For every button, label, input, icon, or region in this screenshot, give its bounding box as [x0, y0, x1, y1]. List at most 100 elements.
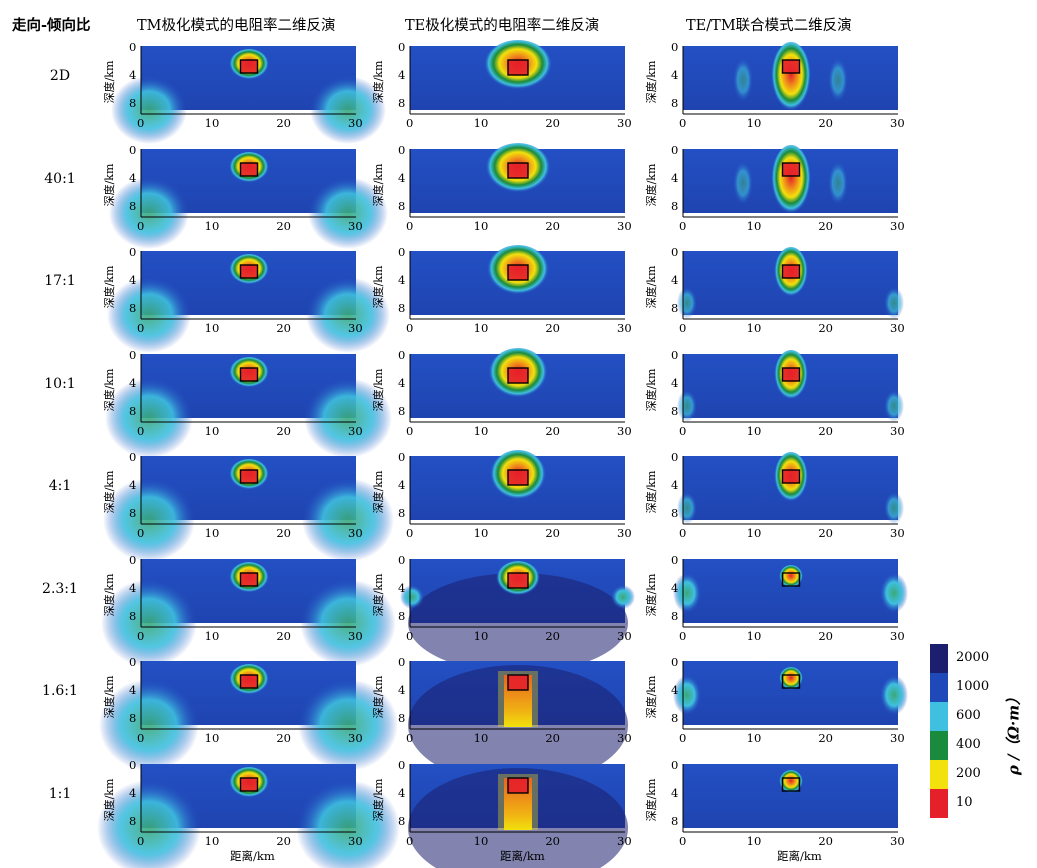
x-tick-label: 30: [617, 731, 632, 745]
x-tick-label: 0: [679, 628, 687, 643]
panel-tetm-row-4: 0 4 8 0 10 20 30 深度/km: [643, 450, 918, 548]
colorbar-swatch: [930, 644, 948, 673]
colorbar-title: ρ /（Ω·m）: [1004, 689, 1023, 776]
y-tick-label: 0: [671, 552, 679, 567]
x-tick-label: 10: [746, 321, 762, 335]
y-tick-label: 8: [129, 608, 137, 623]
x-tick-label: 0: [679, 321, 687, 335]
y-tick-label: 8: [129, 403, 137, 418]
column-title-tetm: TE/TM联合模式二维反演: [686, 18, 852, 34]
x-tick-label: 20: [545, 731, 560, 745]
y-tick-label: 8: [671, 96, 679, 110]
row-label: 1.6:1: [42, 683, 78, 699]
y-tick-label: 0: [398, 347, 406, 362]
y-axis-label: 深度/km: [103, 163, 116, 206]
y-tick-label: 4: [129, 683, 137, 697]
panel-tm-row-0: 0 4 8 0 10 20 30 深度/km: [101, 40, 386, 144]
y-tick-label: 0: [398, 757, 406, 772]
x-tick-label: 30: [348, 218, 363, 233]
x-tick-label: 0: [137, 321, 145, 335]
x-tick-label: 10: [473, 628, 489, 643]
row-label: 40:1: [44, 170, 76, 187]
y-tick-label: 0: [129, 757, 137, 772]
y-axis-label: 深度/km: [372, 573, 385, 616]
y-tick-label: 0: [398, 40, 406, 54]
y-tick-label: 4: [129, 478, 137, 492]
x-tick-label: 0: [679, 833, 687, 848]
x-tick-label: 0: [406, 116, 414, 130]
x-tick-label: 0: [406, 731, 414, 745]
y-tick-label: 8: [129, 813, 137, 828]
y-axis-label: 深度/km: [645, 265, 658, 309]
y-axis-label: 深度/km: [372, 60, 385, 104]
y-tick-label: 4: [671, 580, 679, 595]
row-label: 2D: [49, 68, 71, 84]
x-tick-label: 20: [545, 218, 560, 233]
y-tick-label: 0: [398, 142, 406, 157]
y-tick-label: 0: [671, 655, 679, 669]
y-tick-label: 0: [398, 245, 406, 259]
y-tick-label: 4: [398, 580, 406, 595]
colorbar-swatch: [930, 702, 948, 731]
x-tick-label: 20: [818, 731, 833, 745]
y-tick-label: 4: [671, 170, 679, 185]
colorbar-swatch: [930, 789, 948, 818]
x-tick-label: 10: [473, 321, 489, 335]
colorbar-label: 600: [956, 708, 981, 723]
x-tick-label: 0: [406, 628, 414, 643]
y-axis-label: 深度/km: [372, 470, 385, 514]
panel-tm-row-2: 0 4 8 0 10 20 30 深度/km: [101, 245, 390, 353]
x-tick-label: 30: [617, 116, 632, 130]
y-tick-label: 4: [398, 273, 406, 287]
x-tick-label: 20: [818, 628, 833, 643]
y-tick-label: 8: [398, 96, 406, 110]
y-tick-label: 8: [671, 198, 679, 213]
y-tick-label: 0: [129, 552, 137, 567]
panel-tm-row-5: 0 4 8 0 10 20 30 深度/km: [101, 553, 396, 667]
x-tick-label: 0: [137, 116, 145, 130]
x-tick-label: 0: [137, 628, 145, 643]
x-tick-label: 10: [473, 833, 489, 848]
y-tick-label: 8: [129, 711, 137, 725]
x-tick-label: 20: [276, 321, 291, 335]
colorbar: 2000 1000 600 400 200 10 ρ /（Ω·m）: [930, 644, 1030, 824]
panel-te-row-3: 0 4 8 0 10 20 30 深度/km: [370, 347, 645, 446]
x-axis-label-tm: 距离/km: [230, 849, 275, 863]
x-tick-label: 20: [818, 423, 833, 438]
column-title-te: TE极化模式的电阻率二维反演: [405, 18, 600, 34]
y-tick-label: 4: [671, 785, 679, 800]
x-tick-label: 10: [746, 116, 762, 130]
x-tick-label: 10: [204, 526, 220, 540]
x-tick-label: 20: [818, 321, 833, 335]
y-tick-label: 4: [671, 68, 679, 82]
x-tick-label: 30: [890, 321, 905, 335]
x-tick-label: 10: [473, 423, 489, 438]
panel-te-row-4: 0 4 8 0 10 20 30 深度/km: [370, 450, 645, 548]
y-tick-label: 8: [129, 506, 137, 520]
x-tick-label: 20: [545, 833, 560, 848]
x-tick-label: 10: [204, 628, 220, 643]
y-tick-label: 8: [398, 301, 406, 315]
row-label: 1:1: [48, 785, 72, 802]
y-axis-label: 深度/km: [103, 368, 116, 411]
x-tick-label: 30: [890, 423, 905, 438]
y-tick-label: 0: [129, 142, 137, 157]
panel-tm-row-7: 0 4 8 0 10 20 30 深度/km: [97, 758, 400, 868]
x-tick-label: 10: [746, 731, 762, 745]
row-label: 2.3:1: [42, 580, 78, 597]
x-tick-label: 0: [137, 218, 145, 233]
x-tick-label: 30: [348, 321, 363, 335]
y-tick-label: 4: [671, 683, 679, 697]
y-axis-label: 深度/km: [645, 573, 658, 616]
x-tick-label: 10: [746, 423, 762, 438]
row-label: 10:1: [44, 375, 76, 392]
x-tick-label: 10: [204, 731, 220, 745]
x-tick-label: 10: [204, 321, 220, 335]
x-tick-label: 20: [818, 218, 833, 233]
x-tick-label: 0: [679, 731, 687, 745]
y-axis-label: 深度/km: [645, 163, 658, 206]
y-tick-label: 8: [398, 608, 406, 623]
y-tick-label: 0: [129, 347, 137, 362]
colorbar-label: 2000: [956, 650, 990, 665]
y-tick-label: 0: [129, 450, 137, 464]
